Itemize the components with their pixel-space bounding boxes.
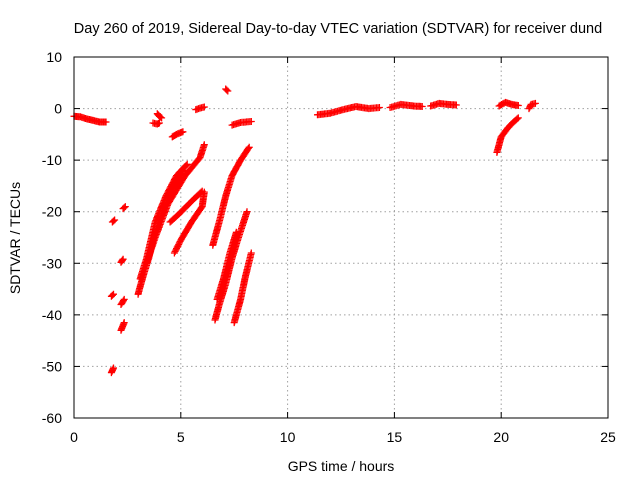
y-tick-label: 10 <box>46 49 62 65</box>
series-arc-late-short <box>228 118 255 129</box>
series-arc-steep-4 <box>230 249 255 327</box>
y-tick-label: -20 <box>42 204 62 220</box>
series-arc-mid-5 <box>222 85 232 95</box>
data-point-fill <box>119 297 127 305</box>
y-tick-label: -40 <box>42 307 62 323</box>
data-point-fill <box>244 145 252 152</box>
x-tick-label: 25 <box>600 429 616 445</box>
series-arc-noon <box>314 103 383 119</box>
y-tick-label: -50 <box>42 358 62 374</box>
data-point <box>452 101 460 109</box>
data-point <box>247 249 255 257</box>
data-point <box>200 141 208 149</box>
data-point <box>247 118 255 125</box>
data-point <box>375 104 383 111</box>
plot-frame <box>73 56 609 419</box>
data-point-fill <box>108 291 116 299</box>
data-point-fill <box>197 188 205 196</box>
series-arc-low-3 <box>108 216 119 226</box>
x-tick-label: 20 <box>493 429 509 445</box>
series-arc-low-6 <box>117 255 127 266</box>
data-point <box>158 114 166 122</box>
data-point <box>119 255 127 263</box>
y-tick-label: -10 <box>42 152 62 168</box>
data-point <box>120 319 128 327</box>
x-tick-label: 10 <box>280 429 296 445</box>
data-point-fill <box>118 256 126 264</box>
series-arc-evening-3 <box>525 99 539 113</box>
series-arc-afternoon-2 <box>427 99 460 110</box>
data-point <box>121 203 129 211</box>
data-point <box>224 87 232 95</box>
x-tick-label: 5 <box>177 429 185 445</box>
data-point <box>183 160 191 168</box>
series-arc-steep-3 <box>213 228 240 303</box>
y-tick-label: 0 <box>54 101 62 117</box>
y-tick-label: -60 <box>42 410 62 426</box>
x-tick-label: 15 <box>387 429 403 445</box>
series-arc-low-1 <box>107 364 117 377</box>
data-point <box>111 216 119 224</box>
series-arc-evening-2 <box>493 114 522 156</box>
x-axis-label: GPS time / hours <box>288 458 395 474</box>
data-point <box>514 114 522 122</box>
series-arc-mid-1 <box>149 119 163 128</box>
data-point-fill <box>120 204 128 212</box>
chart-title: Day 260 of 2019, Sidereal Day-to-day VTE… <box>74 21 602 37</box>
data-point <box>514 102 522 109</box>
data-point <box>531 99 539 107</box>
x-tick-label: 0 <box>70 429 78 445</box>
data-point <box>232 228 240 236</box>
data-point <box>179 128 187 136</box>
data-point-fill <box>157 113 164 121</box>
series-arc-evening-1 <box>495 98 522 110</box>
series-arc-rise-c <box>143 141 208 267</box>
data-point-fill <box>182 161 190 169</box>
series-arc-low-7 <box>119 203 129 213</box>
data-point <box>120 295 128 303</box>
series-arc-afternoon-1 <box>386 100 426 111</box>
y-tick-label: -30 <box>42 255 62 271</box>
data-point <box>110 364 117 372</box>
data-point-fill <box>110 217 117 225</box>
data-markers <box>70 85 539 377</box>
series-arc-low-5 <box>117 295 128 308</box>
series-arc-low-2 <box>107 290 117 300</box>
axis-ticks: 0 5 10 15 20 25 -60 -50 -40 -30 -20 -10 0 10 <box>42 49 616 445</box>
series-arc-mid-2 <box>153 110 166 122</box>
series-arc-mid-3 <box>168 128 187 141</box>
series-arc-low-4 <box>117 319 128 334</box>
data-point <box>418 103 426 110</box>
series-arc-steep-1 <box>209 143 253 249</box>
data-point-fill <box>513 115 521 123</box>
data-point <box>200 103 208 111</box>
series-arc-early-baseline <box>70 112 110 126</box>
series-arc-steep-2 <box>211 208 251 324</box>
series-arc-mid-4 <box>192 103 208 114</box>
data-point <box>155 119 163 127</box>
y-axis-label: SDTVAR / TECUs <box>7 182 23 294</box>
series-arc-rise-d <box>170 188 208 257</box>
data-point <box>102 118 110 126</box>
data-point-fill <box>223 86 231 94</box>
data-point <box>198 187 206 195</box>
series-arc-rise-e <box>166 187 206 226</box>
data-point <box>110 290 117 298</box>
data-point <box>245 143 253 151</box>
data-point <box>243 208 251 216</box>
